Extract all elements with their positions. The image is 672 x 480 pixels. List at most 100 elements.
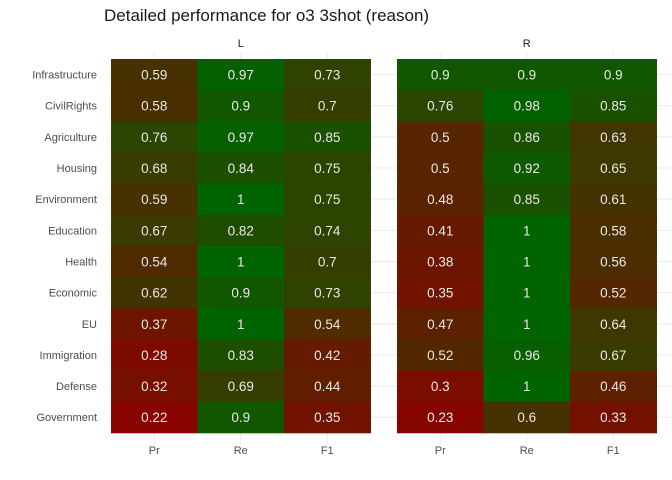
heatmap-cell (197, 401, 285, 434)
x-tick-label: Pr (435, 445, 446, 457)
heatmap-cell (197, 308, 285, 340)
cell-value-label: 0.65 (600, 161, 626, 176)
cell-value-label: 0.9 (231, 99, 250, 114)
heatmap-cell (397, 183, 484, 216)
cell-value-label: 0.56 (600, 254, 626, 269)
y-tick-label: EU (82, 319, 97, 331)
heatmap-cell (397, 370, 484, 403)
heatmap-cell (111, 121, 198, 153)
cell-value-label: 0.92 (514, 161, 540, 176)
heatmap-cell (570, 277, 657, 309)
heatmap-cell (397, 90, 484, 122)
heatmap-cell (570, 152, 657, 185)
heatmap-cell (111, 152, 198, 185)
cell-value-label: 0.86 (514, 130, 540, 145)
heatmap-cell (284, 308, 371, 340)
heatmap-cell (197, 183, 285, 216)
cell-value-label: 1 (237, 254, 245, 269)
heatmap-cell (397, 339, 484, 371)
heatmap-cell (570, 59, 657, 91)
cell-value-label: 0.59 (141, 192, 167, 207)
heatmap-cell (570, 183, 657, 216)
y-tick-label: Health (65, 256, 97, 268)
heatmap-cell (111, 59, 198, 91)
heatmap-cell (284, 370, 371, 403)
y-tick-label: Immigration (40, 350, 97, 362)
y-tick-label: Environment (35, 194, 97, 206)
heatmap-cell (483, 152, 571, 185)
cell-value-label: 1 (523, 286, 531, 301)
cell-value-label: 0.62 (141, 286, 167, 301)
facet-label-R: R (523, 38, 531, 50)
cell-value-label: 1 (523, 223, 531, 238)
cell-value-label: 0.97 (228, 130, 254, 145)
cell-value-label: 0.9 (517, 68, 536, 83)
cell-value-label: 0.28 (141, 348, 167, 363)
heatmap-cell (483, 370, 571, 403)
cell-value-label: 0.9 (431, 68, 450, 83)
y-tick-label: Education (48, 225, 97, 237)
heatmap-cell (397, 277, 484, 309)
cell-value-label: 0.82 (228, 223, 254, 238)
heatmap-cell (397, 401, 484, 434)
heatmap-cell (197, 152, 285, 185)
heatmap-cell (111, 183, 198, 216)
cell-value-label: 0.38 (427, 254, 453, 269)
cell-value-label: 0.42 (314, 348, 340, 363)
cell-value-label: 0.35 (427, 286, 453, 301)
cell-value-label: 0.97 (228, 68, 254, 83)
heatmap-cell (570, 339, 657, 371)
cell-value-label: 0.85 (600, 99, 626, 114)
heatmap-cell (397, 308, 484, 340)
heatmap-cell (197, 245, 285, 278)
cell-value-label: 0.37 (141, 317, 167, 332)
heatmap-cell (570, 214, 657, 247)
cell-value-label: 0.54 (314, 317, 341, 332)
x-tick-label: Re (520, 445, 534, 457)
cell-value-label: 0.5 (431, 161, 450, 176)
heatmap-cell (111, 214, 198, 247)
cell-value-label: 0.75 (314, 161, 340, 176)
cell-value-label: 0.76 (427, 99, 453, 114)
heatmap-cell (483, 183, 571, 216)
cell-value-label: 0.46 (600, 379, 626, 394)
cell-value-label: 0.59 (141, 68, 167, 83)
axis-labels: L R Infrastructure CivilRights Agriculture Ho… (32, 38, 619, 457)
cell-value-label: 0.75 (314, 192, 340, 207)
cell-value-label: 0.9 (231, 410, 250, 425)
cell-value-label: 1 (237, 317, 245, 332)
heatmap-cell (197, 214, 285, 247)
cell-value-label: 0.22 (141, 410, 167, 425)
cell-value-label: 0.69 (228, 379, 254, 394)
cell-value-label: 0.7 (318, 99, 337, 114)
cell-value-label: 0.23 (427, 410, 453, 425)
cell-value-label: 1 (523, 254, 531, 269)
cell-value-label: 0.96 (514, 348, 540, 363)
heatmap-cell (397, 152, 484, 185)
cell-value-label: 0.64 (600, 317, 627, 332)
heatmap-cell (197, 121, 285, 153)
cell-value-label: 0.63 (600, 130, 626, 145)
heatmap-cell (397, 214, 484, 247)
heatmap-cell (284, 90, 371, 122)
cell-value-label: 0.52 (427, 348, 453, 363)
cell-value-label: 0.6 (517, 410, 536, 425)
y-tick-label: Infrastructure (32, 70, 97, 82)
heatmap-cell (197, 90, 285, 122)
heatmap-cell (111, 245, 198, 278)
heatmap-cell (570, 90, 657, 122)
heatmap-cell (570, 121, 657, 153)
y-tick-label: Agriculture (44, 132, 97, 144)
heatmap-cell (284, 214, 371, 247)
cell-value-label: 0.61 (600, 192, 626, 207)
heatmap-cell (570, 370, 657, 403)
x-tick-label: F1 (321, 445, 334, 457)
cell-value-label: 0.47 (427, 317, 453, 332)
heatmap-cell (397, 59, 484, 91)
cell-value-label: 0.9 (604, 68, 623, 83)
cell-value-label: 0.98 (514, 99, 540, 114)
chart-title: Detailed performance for o3 3shot (reaso… (104, 6, 429, 25)
cell-value-label: 0.9 (231, 286, 250, 301)
cell-value-label: 0.41 (427, 223, 453, 238)
cell-value-label: 0.48 (427, 192, 453, 207)
